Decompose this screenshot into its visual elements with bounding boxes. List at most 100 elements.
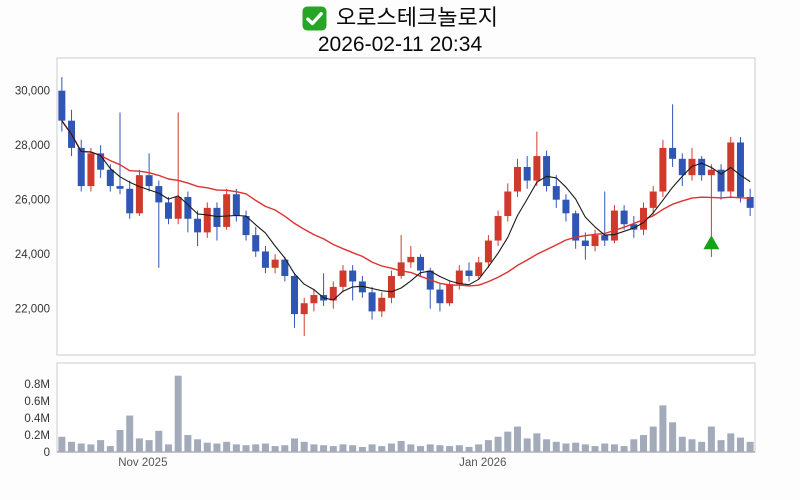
price-tick-label: 26,000 [15,195,50,207]
volume-bar [572,442,580,452]
volume-bar [368,444,376,452]
candle-body [135,175,143,214]
volume-bar [271,446,279,452]
volume-bar [184,435,192,452]
candle-body [164,202,172,219]
volume-bar [436,445,444,452]
volume-bar [746,441,754,452]
volume-bar [504,431,512,452]
volume-bar [659,405,667,452]
candle-body [271,259,279,268]
x-tick-label: Jan 2026 [459,457,506,469]
volume-panel [56,362,756,453]
volume-bar [581,444,589,452]
volume-bar [126,415,134,452]
candle-body [203,207,211,233]
volume-bar [601,443,609,452]
candle-body [116,186,124,189]
volume-bar [320,445,328,452]
candle-body [736,142,744,197]
candle-body [630,224,638,230]
candle-body [649,191,657,208]
candle-body [261,251,269,268]
volume-bar [649,426,657,452]
volume-bar [533,433,541,452]
candle-body [475,262,483,276]
candle-body [504,191,512,217]
candle-body [291,275,299,315]
volume-bar [736,437,744,452]
stock-title: 오로스테크놀로지 [336,5,498,30]
candle-body [126,188,134,214]
candle-body [174,196,182,219]
candle-body [543,156,551,187]
volume-bars [58,375,754,452]
title-row: 오로스테크놀로지 [0,4,800,32]
candle-body [378,297,386,312]
volume-bar [387,443,395,452]
volume-bar [329,446,337,452]
candle-body [494,216,502,241]
chart-plots [56,57,756,453]
candle-body [523,166,531,181]
price-tick-label: 30,000 [15,86,50,98]
volume-bar [640,435,648,452]
volume-bar [523,438,531,452]
ma-short-line [61,120,751,301]
volume-bar [446,446,454,452]
candle-body [58,90,66,121]
volume-bar [213,443,221,452]
volume-bar [630,439,638,452]
volume-bar [203,442,211,452]
candle-body [707,169,715,176]
volume-bar [378,446,386,452]
candle-body [397,262,405,276]
candle-body [669,147,677,159]
volume-bar [97,440,105,452]
candle-body [281,259,289,276]
volume-bar [688,439,696,452]
candle-body [387,275,395,298]
volume-bar [426,444,434,452]
volume-bar [591,446,599,452]
candle-body [746,196,754,208]
ma-long-line [61,120,751,287]
candle-body [310,295,318,304]
volume-bar [417,446,425,452]
volume-bar [358,446,366,452]
chart-axes: 30,000 28,000 26,000 24,000 22,000 0.8M 0.6M 0.… [15,86,507,469]
candle-body [552,186,560,200]
candle-body [223,194,231,227]
candle-body [562,199,570,214]
volume-bar [164,444,172,452]
candle-body [252,235,260,252]
candle-body [97,153,105,170]
price-tick-label: 22,000 [15,304,50,316]
checkbox-icon [302,6,327,30]
volume-bar [116,429,124,452]
volume-bar [58,436,66,452]
volume-bar [281,445,289,452]
candle-body [184,196,192,219]
volume-bar [707,426,715,452]
volume-bar [620,446,628,452]
candle-body [465,270,473,276]
chart-timestamp: 2026-02-11 20:34 [317,33,483,56]
volume-bar [242,445,250,452]
volume-bar [339,444,347,452]
volume-bar [610,444,618,452]
volume-bar [223,441,231,452]
candle-body [572,213,580,241]
candle-body [194,218,202,233]
volume-bar [194,439,202,452]
volume-bar [87,444,95,452]
volume-tick-label: 0.6M [24,396,50,408]
volume-bar [261,443,269,452]
candle-body [610,210,618,241]
candle-body [242,216,250,236]
candle-body [581,240,589,247]
candle-body [329,286,337,301]
candle-body [513,166,521,192]
volume-bar [291,438,299,452]
volume-bar [475,444,483,452]
